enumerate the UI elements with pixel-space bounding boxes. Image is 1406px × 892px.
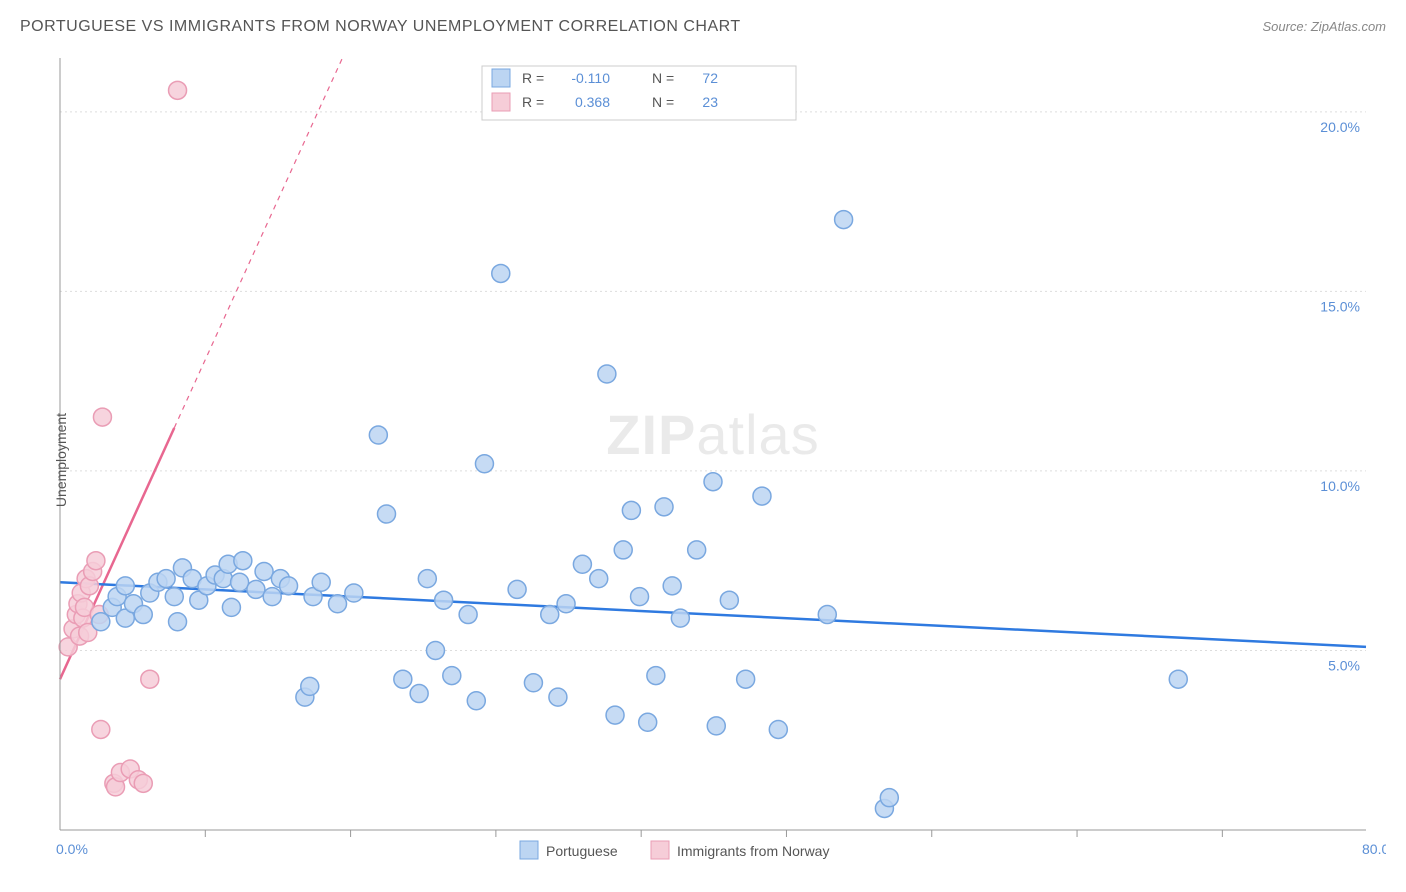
svg-text:Portuguese: Portuguese [546, 843, 618, 859]
svg-text:80.0%: 80.0% [1362, 841, 1386, 857]
svg-text:23: 23 [702, 94, 718, 110]
svg-text:0.0%: 0.0% [56, 841, 88, 857]
svg-text:N =: N = [652, 70, 674, 86]
svg-text:5.0%: 5.0% [1328, 657, 1360, 673]
svg-text:N =: N = [652, 94, 674, 110]
scatter-chart: 5.0% 10.0% 15.0% 20.0% ZIPatlas 0.0% 80.0% R = -… [20, 48, 1386, 872]
svg-text:R =: R = [522, 94, 544, 110]
svg-text:15.0%: 15.0% [1320, 298, 1360, 314]
svg-text:20.0%: 20.0% [1320, 119, 1360, 135]
svg-text:-0.110: -0.110 [571, 70, 610, 86]
svg-text:10.0%: 10.0% [1320, 478, 1360, 494]
svg-text:Immigrants from Norway: Immigrants from Norway [677, 843, 829, 859]
svg-text:72: 72 [702, 70, 718, 86]
chart-header: PORTUGUESE VS IMMIGRANTS FROM NORWAY UNE… [20, 18, 1386, 36]
svg-text:ZIPatlas: ZIPatlas [606, 403, 819, 466]
svg-text:0.368: 0.368 [575, 94, 610, 110]
chart-container: Unemployment 5.0% 10.0% 15.0% 20.0% ZIPatlas… [20, 48, 1386, 872]
y-axis-label: Unemployment [53, 413, 69, 507]
svg-text:R =: R = [522, 70, 544, 86]
chart-title: PORTUGUESE VS IMMIGRANTS FROM NORWAY UNE… [20, 18, 741, 36]
chart-source: Source: ZipAtlas.com [1262, 19, 1386, 34]
